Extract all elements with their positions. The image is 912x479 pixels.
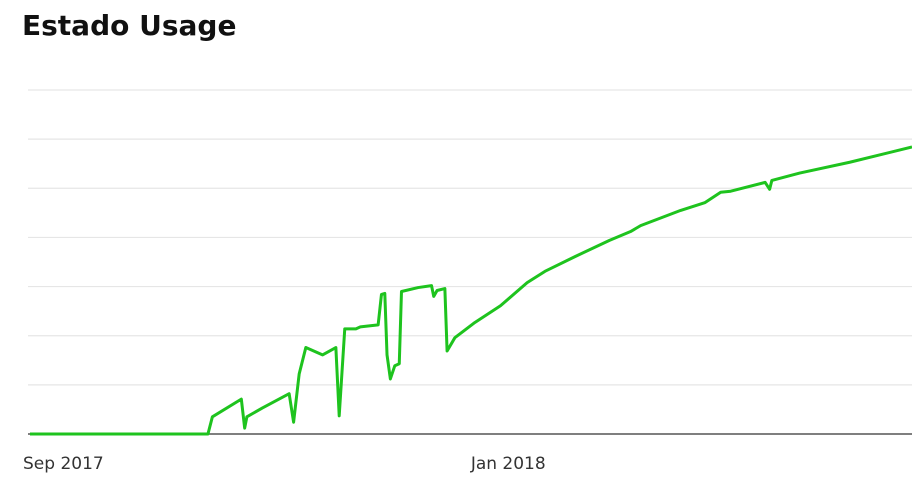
x-tick-label: Jan 2018 <box>470 454 546 474</box>
line <box>30 145 912 436</box>
x-tick-label: Sep 2017 <box>23 454 104 474</box>
chart-title: Estado Usage <box>22 9 236 42</box>
